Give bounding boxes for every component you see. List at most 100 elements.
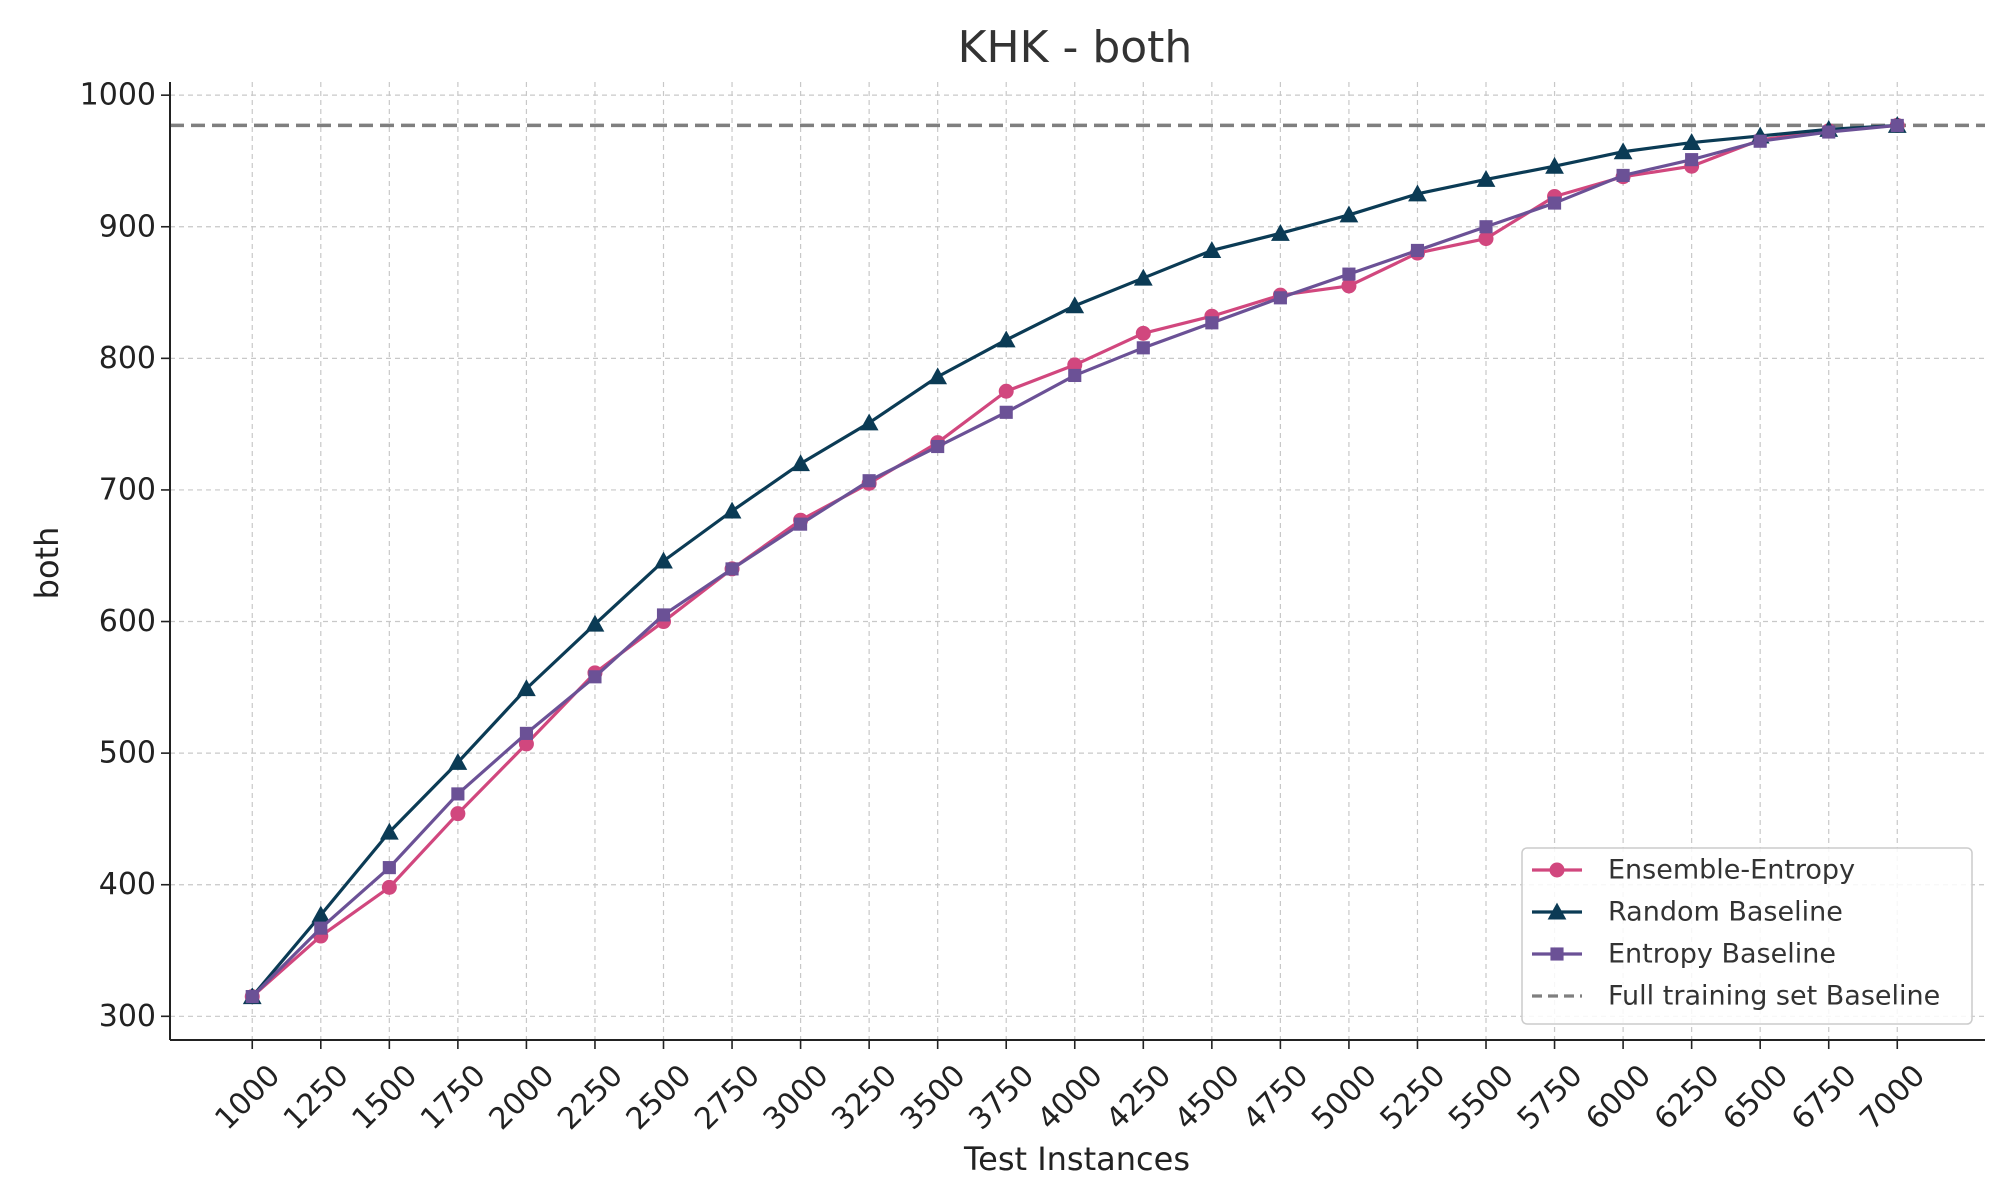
random-baseline-point xyxy=(379,822,399,840)
random-baseline-point xyxy=(448,752,468,770)
y-tick-label: 300 xyxy=(99,999,156,1034)
entropy-baseline-point xyxy=(931,439,945,454)
x-tick-label: 3750 xyxy=(962,1058,1041,1137)
chart-title: KHK - both xyxy=(958,22,1193,73)
legend-label: Entropy Baseline xyxy=(1608,939,1836,970)
x-tick-label: 4000 xyxy=(1031,1058,1110,1137)
y-tick-label: 600 xyxy=(99,604,156,639)
random-baseline-point xyxy=(654,551,673,569)
x-tick-label: 1500 xyxy=(346,1058,425,1137)
legend-marker xyxy=(1550,947,1564,961)
y-tick-label: 1000 xyxy=(80,78,156,113)
ensemble-entropy-point xyxy=(450,806,466,822)
legend-box xyxy=(1521,847,1973,1025)
y-tick-label: 400 xyxy=(99,867,156,902)
entropy-baseline-point xyxy=(1616,168,1630,182)
random-baseline-point xyxy=(722,501,742,519)
random-baseline-point xyxy=(859,413,879,431)
entropy-baseline-point xyxy=(1547,196,1562,210)
ensemble-entropy-point xyxy=(518,736,534,752)
entropy-baseline-point xyxy=(1753,134,1767,148)
x-tick-label: 6250 xyxy=(1648,1058,1727,1137)
random-baseline-point xyxy=(1339,205,1359,223)
entropy-baseline-point xyxy=(1273,291,1287,305)
legend-marker xyxy=(1547,902,1567,920)
legend: Ensemble-Entropy Random Baseline Entropy B… xyxy=(1521,847,1973,1025)
ensemble-entropy-point xyxy=(1067,357,1083,373)
x-tick-label: 5750 xyxy=(1511,1058,1590,1137)
y-tick-label: 700 xyxy=(99,472,156,507)
x-tick-label: 6000 xyxy=(1579,1058,1658,1137)
random-baseline-point xyxy=(1682,133,1702,151)
legend-item-full-training-set-baseline: Full training set Baseline xyxy=(1532,981,1940,1012)
x-tick-label: 3000 xyxy=(757,1058,836,1137)
x-tick-label: 5000 xyxy=(1305,1058,1384,1137)
legend-label: Ensemble-Entropy xyxy=(1608,855,1855,886)
entropy-baseline-point xyxy=(588,670,602,684)
legend-item-entropy-baseline: Entropy Baseline xyxy=(1532,939,1836,970)
x-tick-label: 4750 xyxy=(1237,1058,1316,1137)
x-tick-label: 7000 xyxy=(1853,1058,1932,1137)
random-baseline-point xyxy=(1476,170,1496,187)
entropy-baseline-point xyxy=(656,608,671,622)
x-tick-label: 1750 xyxy=(414,1058,493,1137)
x-tick-label: 5250 xyxy=(1374,1058,1453,1137)
axes xyxy=(169,82,1985,1041)
random-baseline-point xyxy=(585,614,605,632)
random-baseline-point xyxy=(996,330,1016,348)
x-tick-label: 5500 xyxy=(1442,1058,1521,1137)
series-random-baseline xyxy=(242,116,1907,1005)
y-tick-label: 900 xyxy=(99,209,156,244)
entropy-baseline-point xyxy=(1479,220,1493,234)
y-tick-label: 500 xyxy=(99,736,156,771)
y-axis-label: both xyxy=(28,527,66,600)
x-tick-label: 2500 xyxy=(620,1058,699,1137)
x-tick-label: 2750 xyxy=(688,1058,767,1137)
random-baseline-point xyxy=(928,367,948,385)
x-tick-label: 6500 xyxy=(1716,1058,1795,1137)
entropy-baseline-point xyxy=(451,787,465,801)
entropy-baseline-point xyxy=(794,517,808,531)
x-tick-label: 2000 xyxy=(483,1058,562,1137)
ensemble-entropy-point xyxy=(1478,231,1494,247)
legend-label: Full training set Baseline xyxy=(1608,981,1940,1012)
random-baseline-point xyxy=(1133,268,1153,286)
legend-label: Random Baseline xyxy=(1608,897,1843,928)
entropy-baseline-point xyxy=(1136,341,1150,355)
entropy-baseline-point xyxy=(1068,368,1082,383)
entropy-baseline-point xyxy=(862,474,876,488)
x-tick-label: 2250 xyxy=(551,1058,630,1137)
random-baseline-point xyxy=(1545,156,1564,174)
x-tick-label: 1250 xyxy=(277,1058,356,1137)
entropy-baseline-point xyxy=(314,921,328,935)
x-tick-label: 3500 xyxy=(894,1058,973,1137)
legend-item-ensemble-entropy: Ensemble-Entropy xyxy=(1532,855,1855,886)
x-tick-label: 4500 xyxy=(1168,1058,1247,1137)
entropy-baseline-point xyxy=(999,405,1013,419)
random-baseline-point xyxy=(1065,296,1085,314)
random-baseline-point xyxy=(517,679,536,697)
random-baseline-point xyxy=(1271,223,1290,241)
random-baseline-point xyxy=(1408,184,1427,202)
entropy-baseline-point xyxy=(1822,125,1836,139)
x-tick-label: 1000 xyxy=(208,1058,287,1137)
ensemble-entropy-point xyxy=(1135,325,1151,341)
random-baseline-point xyxy=(311,905,331,923)
legend-item-random-baseline: Random Baseline xyxy=(1532,897,1843,928)
entropy-baseline-point xyxy=(1890,118,1904,132)
random-baseline-point xyxy=(791,454,810,472)
entropy-baseline-point xyxy=(519,726,533,740)
entropy-baseline-point xyxy=(1205,316,1219,330)
random-baseline-point xyxy=(1613,142,1633,160)
x-tick-label: 3250 xyxy=(825,1058,904,1137)
entropy-baseline-point xyxy=(382,861,396,875)
entropy-baseline-point xyxy=(1410,243,1425,258)
entropy-baseline-point xyxy=(725,562,739,576)
entropy-baseline-point xyxy=(1342,267,1356,281)
ensemble-entropy-point xyxy=(998,383,1014,399)
x-tick-label: 6750 xyxy=(1785,1058,1864,1137)
entropy-baseline-point xyxy=(245,990,259,1004)
x-axis-label: Test Instances xyxy=(963,1140,1190,1178)
random-baseline-point xyxy=(1202,241,1222,258)
